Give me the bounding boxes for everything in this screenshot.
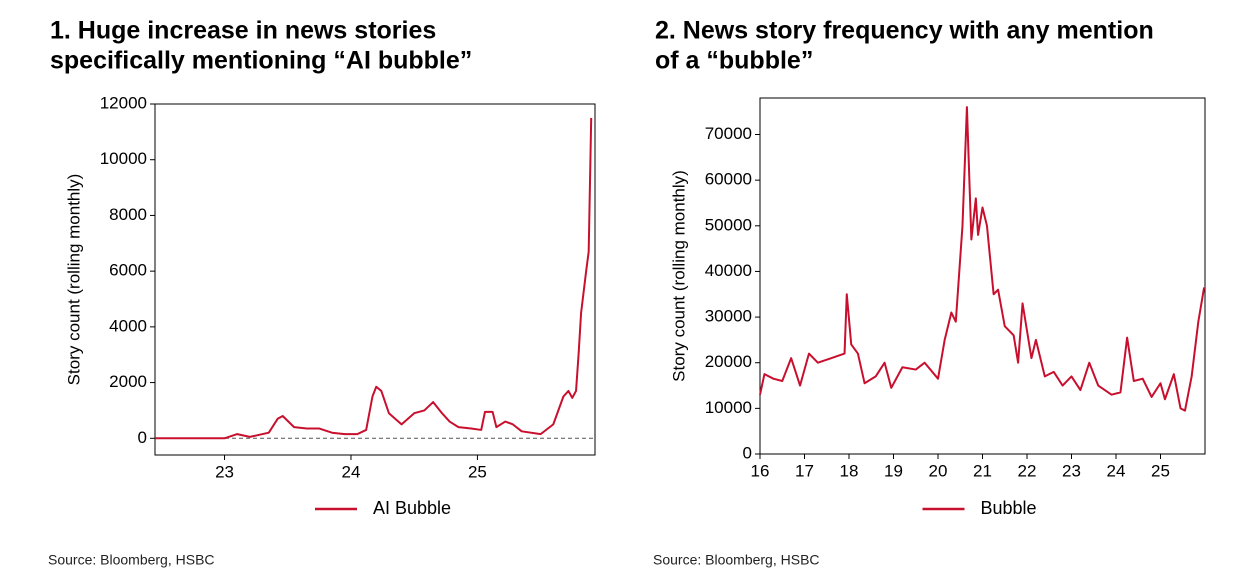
y-tick-label: 40000 xyxy=(705,261,752,280)
chart-title: 1. Huge increase in news stories xyxy=(50,17,436,45)
chart-title: 2. News story frequency with any mention xyxy=(655,17,1154,45)
chart-title: specifically mentioning “AI bubble” xyxy=(50,47,472,75)
y-tick-label: 20000 xyxy=(705,352,752,371)
chart-title: of a “bubble” xyxy=(655,47,813,75)
y-axis-label: Story count (rolling monthly) xyxy=(669,170,688,382)
x-tick-label: 25 xyxy=(468,462,487,481)
y-axis-label: Story count (rolling monthly) xyxy=(64,174,83,386)
x-tick-label: 25 xyxy=(1151,461,1170,480)
x-tick-label: 16 xyxy=(751,461,770,480)
source-note: Source: Bloomberg, HSBC xyxy=(653,552,820,568)
y-tick-label: 8000 xyxy=(109,205,147,224)
x-tick-label: 23 xyxy=(1062,461,1081,480)
y-tick-label: 60000 xyxy=(705,170,752,189)
y-tick-label: 4000 xyxy=(109,316,147,335)
y-tick-label: 12000 xyxy=(100,93,147,112)
x-tick-label: 21 xyxy=(973,461,992,480)
x-tick-label: 18 xyxy=(840,461,859,480)
x-tick-label: 24 xyxy=(1107,461,1126,480)
y-tick-label: 10000 xyxy=(705,398,752,417)
legend-label: AI Bubble xyxy=(373,498,451,518)
x-tick-label: 20 xyxy=(929,461,948,480)
y-tick-label: 0 xyxy=(743,443,752,462)
x-tick-label: 24 xyxy=(342,462,361,481)
x-tick-label: 23 xyxy=(215,462,234,481)
y-tick-label: 6000 xyxy=(109,261,147,280)
source-note: Source: Bloomberg, HSBC xyxy=(48,552,215,568)
y-tick-label: 2000 xyxy=(109,372,147,391)
data-line xyxy=(759,106,1206,412)
x-tick-label: 22 xyxy=(1018,461,1037,480)
data-line xyxy=(155,117,593,440)
y-tick-label: 10000 xyxy=(100,149,147,168)
plot-frame xyxy=(759,97,1206,455)
plot-frame xyxy=(154,103,596,456)
y-tick-label: 70000 xyxy=(705,124,752,143)
y-tick-label: 0 xyxy=(138,428,147,447)
legend-label: Bubble xyxy=(981,498,1037,518)
y-tick-label: 30000 xyxy=(705,307,752,326)
x-tick-label: 19 xyxy=(884,461,903,480)
x-tick-label: 17 xyxy=(795,461,814,480)
y-tick-label: 50000 xyxy=(705,215,752,234)
